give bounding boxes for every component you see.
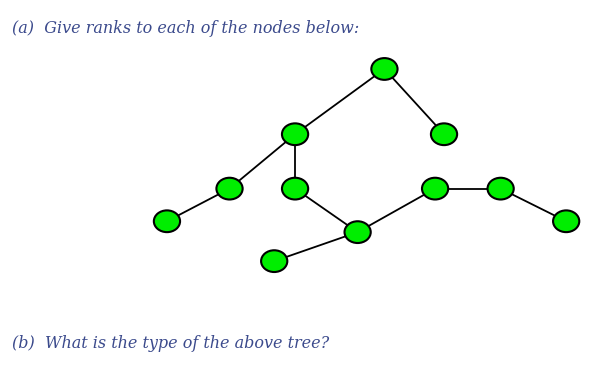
Ellipse shape: [422, 178, 448, 199]
Ellipse shape: [261, 250, 288, 272]
Ellipse shape: [553, 211, 579, 232]
Ellipse shape: [216, 178, 243, 199]
Ellipse shape: [154, 211, 180, 232]
Text: (a)  Give ranks to each of the nodes below:: (a) Give ranks to each of the nodes belo…: [12, 20, 359, 37]
Ellipse shape: [371, 58, 398, 80]
Text: (b)  What is the type of the above tree?: (b) What is the type of the above tree?: [12, 336, 330, 353]
Ellipse shape: [431, 123, 457, 145]
Ellipse shape: [345, 221, 371, 243]
Ellipse shape: [488, 178, 514, 199]
Ellipse shape: [282, 123, 308, 145]
Ellipse shape: [282, 178, 308, 199]
